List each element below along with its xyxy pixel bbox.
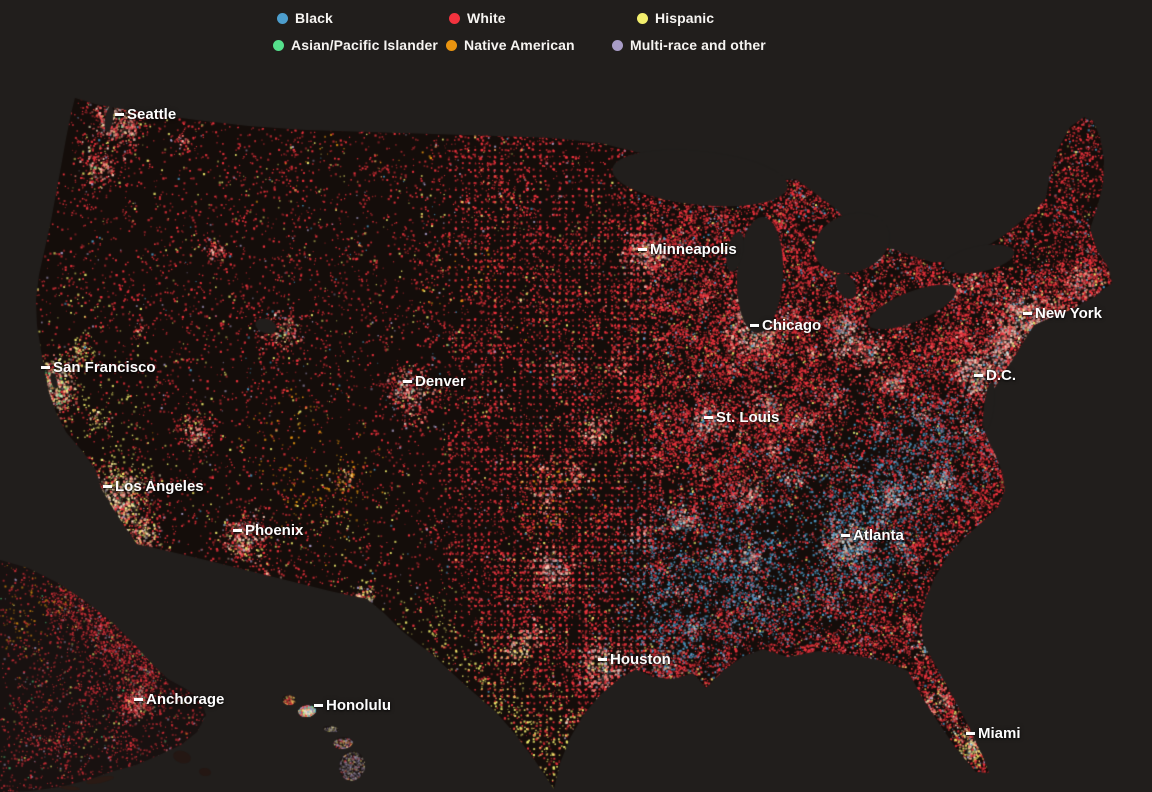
city-name: Seattle [127, 106, 177, 123]
city-pointer-tick-icon [403, 380, 412, 383]
city-label-d-c-: D.C. [974, 367, 1016, 384]
city-label-minneapolis: Minneapolis [638, 241, 737, 258]
legend-item-multi-race: Multi-race and other [612, 37, 766, 53]
city-pointer-tick-icon [750, 324, 759, 327]
city-label-st-louis: St. Louis [704, 409, 779, 426]
hispanic-swatch-icon [637, 12, 648, 24]
city-name: Atlanta [853, 527, 904, 544]
city-name: San Francisco [53, 359, 156, 376]
legend-item-black: Black [277, 10, 333, 26]
legend-label: Multi-race and other [630, 37, 766, 53]
city-label-houston: Houston [598, 651, 671, 668]
city-pointer-tick-icon [134, 698, 143, 701]
city-pointer-tick-icon [115, 113, 124, 116]
city-pointer-tick-icon [41, 366, 50, 369]
city-label-atlanta: Atlanta [841, 527, 904, 544]
race-legend: Black White Hispanic Asian/Pacific Islan… [0, 0, 1152, 60]
city-pointer-tick-icon [103, 485, 112, 488]
city-pointer-tick-icon [314, 704, 323, 707]
city-label-chicago: Chicago [750, 317, 821, 334]
white-swatch-icon [449, 12, 460, 24]
city-pointer-tick-icon [598, 658, 607, 661]
city-name: Denver [415, 373, 466, 390]
city-name: New York [1035, 305, 1102, 322]
city-label-anchorage: Anchorage [134, 691, 224, 708]
city-name: Honolulu [326, 697, 391, 714]
legend-item-white: White [449, 10, 506, 26]
city-label-los-angeles: Los Angeles [103, 478, 204, 495]
city-pointer-tick-icon [638, 248, 647, 251]
city-label-phoenix: Phoenix [233, 522, 303, 539]
city-name: St. Louis [716, 409, 780, 426]
city-name: Anchorage [146, 691, 225, 708]
city-pointer-tick-icon [233, 529, 242, 532]
city-label-miami: Miami [966, 725, 1021, 742]
city-name: Miami [978, 725, 1021, 742]
legend-item-asian-pacific-islander: Asian/Pacific Islander [273, 37, 438, 53]
city-name: D.C. [986, 367, 1016, 384]
legend-item-hispanic: Hispanic [637, 10, 714, 26]
city-pointer-tick-icon [841, 534, 850, 537]
city-label-denver: Denver [403, 373, 466, 390]
city-pointer-tick-icon [974, 374, 983, 377]
legend-label: Asian/Pacific Islander [291, 37, 438, 53]
black-swatch-icon [277, 12, 288, 24]
native-american-swatch-icon [446, 39, 457, 51]
city-pointer-tick-icon [704, 416, 713, 419]
city-name: Chicago [762, 317, 822, 334]
city-pointer-tick-icon [1023, 312, 1032, 315]
legend-item-native-american: Native American [446, 37, 575, 53]
legend-label: Hispanic [655, 10, 715, 26]
city-name: Los Angeles [115, 478, 204, 495]
legend-label: White [467, 10, 506, 26]
city-name: Phoenix [245, 522, 304, 539]
legend-label: Native American [464, 37, 575, 53]
asian-pacific-islander-swatch-icon [273, 39, 284, 51]
multi-race-swatch-icon [612, 39, 623, 51]
city-pointer-tick-icon [966, 732, 975, 735]
legend-label: Black [295, 10, 333, 26]
city-name: Houston [610, 651, 671, 668]
city-label-honolulu: Honolulu [314, 697, 391, 714]
city-label-seattle: Seattle [115, 106, 176, 123]
city-label-san-francisco: San Francisco [41, 359, 156, 376]
city-label-new-york: New York [1023, 305, 1102, 322]
city-name: Minneapolis [650, 241, 737, 258]
